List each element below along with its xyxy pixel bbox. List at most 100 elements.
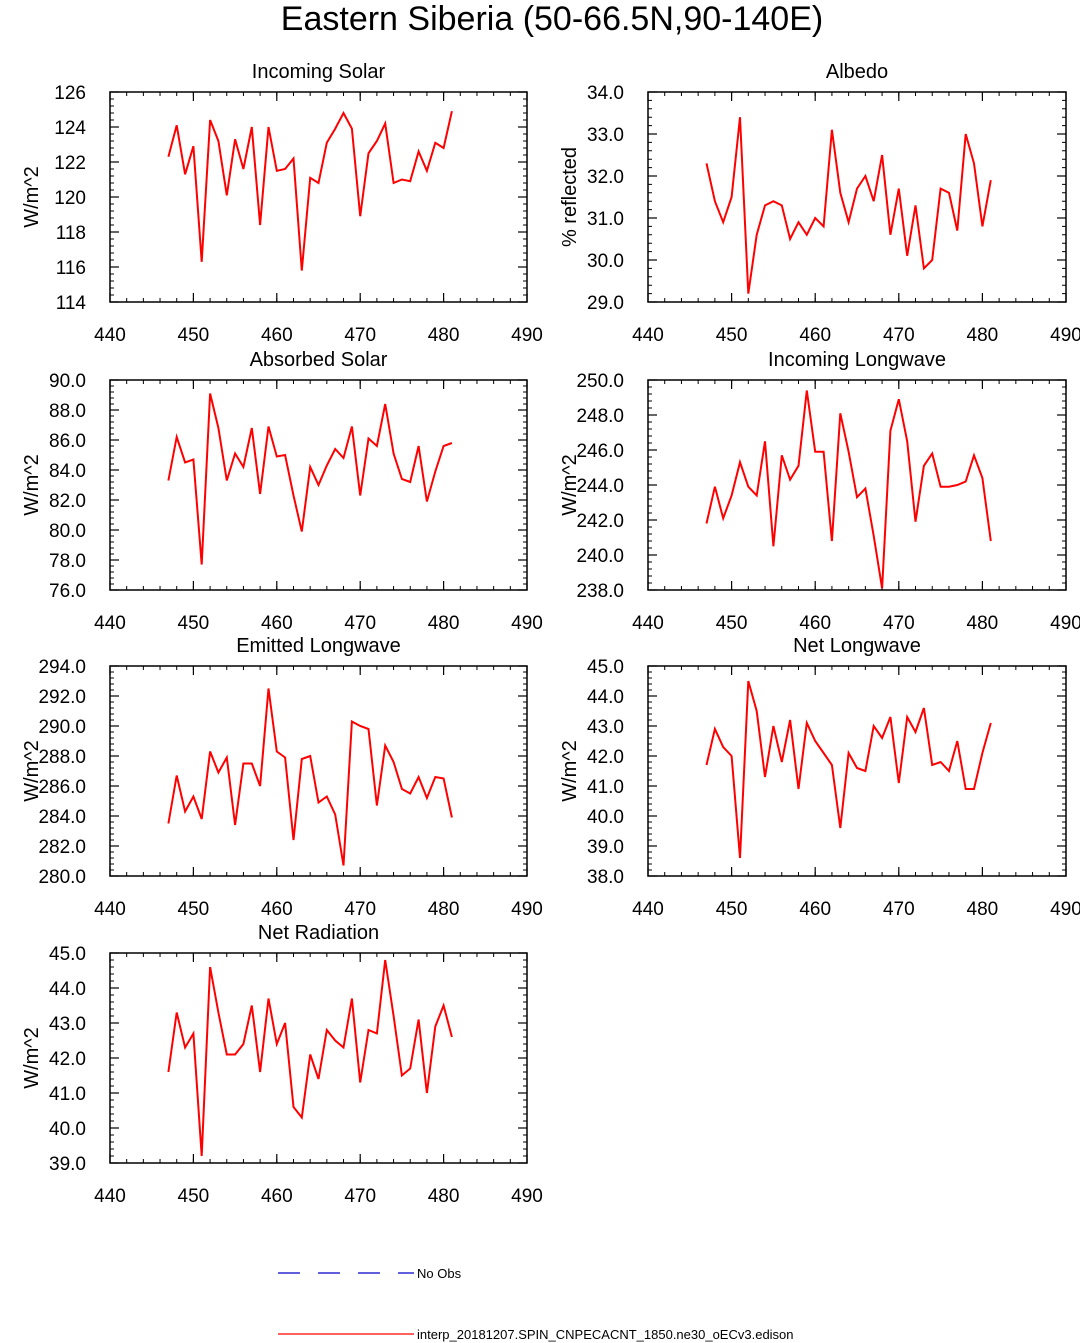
series-line-absorbed-solar xyxy=(167,393,453,565)
y-tick-label-emitted-longwave: 288.0 xyxy=(38,747,86,768)
minor-ticks-net-longwave xyxy=(647,665,1067,877)
x-tick-label-net-radiation: 490 xyxy=(511,1186,543,1207)
y-tick-label-incoming-longwave: 238.0 xyxy=(576,581,624,602)
y-tick-label-incoming-longwave: 244.0 xyxy=(576,476,624,497)
minor-ticks-incoming-solar xyxy=(109,91,528,303)
x-tick-label-absorbed-solar: 460 xyxy=(261,613,293,634)
legend: No Obs interp_20181207.SPIN_CNPECACNT_18… xyxy=(278,1266,794,1342)
x-tick-label-absorbed-solar: 440 xyxy=(94,613,126,634)
page-title: Eastern Siberia (50-66.5N,90-140E) xyxy=(281,0,823,38)
x-tick-label-emitted-longwave: 470 xyxy=(344,899,376,920)
y-tick-label-albedo: 30.0 xyxy=(587,251,624,272)
x-tick-label-incoming-longwave: 470 xyxy=(883,613,915,634)
x-tick-label-net-longwave: 450 xyxy=(716,899,748,920)
panel-title-net-radiation: Net Radiation xyxy=(258,922,379,944)
plot-frame-net-longwave xyxy=(647,665,1067,877)
x-tick-label-incoming-solar: 440 xyxy=(94,325,126,346)
y-tick-label-net-radiation: 45.0 xyxy=(49,944,86,965)
y-tick-label-net-longwave: 42.0 xyxy=(587,747,624,768)
y-tick-label-incoming-longwave: 250.0 xyxy=(576,371,624,392)
x-tick-label-incoming-solar: 450 xyxy=(178,325,210,346)
y-tick-label-emitted-longwave: 284.0 xyxy=(38,807,86,828)
plot-frame-incoming-longwave xyxy=(647,379,1067,591)
y-tick-label-incoming-longwave: 248.0 xyxy=(576,406,624,427)
x-tick-label-emitted-longwave: 490 xyxy=(511,899,543,920)
panel-incoming-longwave: Incoming Longwave W/m^2 440 450 460 470 480 490… xyxy=(559,349,1080,634)
x-tick-label-net-radiation: 470 xyxy=(344,1186,376,1207)
panel-title-incoming-solar: Incoming Solar xyxy=(252,61,386,83)
y-tick-label-absorbed-solar: 80.0 xyxy=(49,521,86,542)
y-tick-label-incoming-solar: 120 xyxy=(54,188,86,209)
y-tick-label-incoming-solar: 114 xyxy=(56,293,87,314)
y-tick-label-net-longwave: 40.0 xyxy=(587,807,624,828)
y-axis-label-incoming-solar: W/m^2 xyxy=(21,166,43,228)
y-tick-label-emitted-longwave: 282.0 xyxy=(38,837,86,858)
plot-frame-net-radiation xyxy=(109,952,528,1164)
x-tick-label-albedo: 440 xyxy=(632,325,664,346)
y-tick-label-emitted-longwave: 280.0 xyxy=(38,867,86,888)
y-tick-label-absorbed-solar: 90.0 xyxy=(49,371,86,392)
y-tick-label-incoming-longwave: 242.0 xyxy=(576,511,624,532)
y-axis-label-emitted-longwave: W/m^2 xyxy=(21,740,43,802)
panel-title-emitted-longwave: Emitted Longwave xyxy=(236,635,401,657)
y-tick-label-absorbed-solar: 82.0 xyxy=(49,491,86,512)
panel-absorbed-solar: Absorbed Solar W/m^2 440 450 460 470 480 490 76.… xyxy=(21,349,543,634)
x-tick-label-emitted-longwave: 460 xyxy=(261,899,293,920)
y-tick-label-net-radiation: 44.0 xyxy=(49,979,86,1000)
y-tick-label-incoming-longwave: 240.0 xyxy=(576,546,624,567)
x-tick-label-net-longwave: 470 xyxy=(883,899,915,920)
panel-title-incoming-longwave: Incoming Longwave xyxy=(768,349,946,371)
x-tick-label-incoming-longwave: 480 xyxy=(967,613,999,634)
y-tick-label-albedo: 29.0 xyxy=(587,293,624,314)
y-tick-label-net-longwave: 38.0 xyxy=(587,867,624,888)
x-tick-label-albedo: 490 xyxy=(1050,325,1080,346)
y-tick-label-net-longwave: 39.0 xyxy=(587,837,624,858)
x-tick-label-incoming-longwave: 450 xyxy=(716,613,748,634)
y-axis-label-net-longwave: W/m^2 xyxy=(559,740,581,802)
series-line-albedo xyxy=(705,117,992,294)
y-tick-label-emitted-longwave: 290.0 xyxy=(38,717,86,738)
y-tick-label-absorbed-solar: 78.0 xyxy=(49,551,86,572)
y-tick-label-incoming-solar: 122 xyxy=(54,153,86,174)
y-tick-label-net-radiation: 40.0 xyxy=(49,1119,86,1140)
x-tick-label-absorbed-solar: 470 xyxy=(344,613,376,634)
panel-net-radiation: Net Radiation W/m^2 440 450 460 470 480 490 39.0… xyxy=(21,922,543,1207)
series-line-emitted-longwave xyxy=(167,688,453,866)
x-tick-label-incoming-solar: 470 xyxy=(344,325,376,346)
y-tick-label-absorbed-solar: 76.0 xyxy=(49,581,86,602)
y-tick-label-albedo: 34.0 xyxy=(587,83,624,104)
x-tick-label-incoming-longwave: 460 xyxy=(799,613,831,634)
plot-frame-incoming-solar xyxy=(109,91,528,303)
legend-obs-label: No Obs xyxy=(417,1266,462,1281)
y-tick-label-net-radiation: 39.0 xyxy=(49,1154,86,1175)
x-tick-label-absorbed-solar: 450 xyxy=(178,613,210,634)
y-tick-label-incoming-longwave: 246.0 xyxy=(576,441,624,462)
minor-ticks-incoming-longwave xyxy=(647,379,1067,591)
series-line-net-radiation xyxy=(167,959,453,1157)
panel-title-net-longwave: Net Longwave xyxy=(793,635,921,657)
y-tick-label-net-radiation: 43.0 xyxy=(49,1014,86,1035)
plot-frame-absorbed-solar xyxy=(109,379,528,591)
y-tick-label-albedo: 31.0 xyxy=(587,209,624,230)
y-tick-label-albedo: 33.0 xyxy=(587,125,624,146)
x-tick-label-net-radiation: 480 xyxy=(428,1186,460,1207)
x-tick-label-net-longwave: 440 xyxy=(632,899,664,920)
minor-ticks-albedo xyxy=(647,91,1067,303)
x-tick-label-absorbed-solar: 480 xyxy=(428,613,460,634)
y-tick-label-incoming-solar: 116 xyxy=(56,258,86,279)
y-tick-label-net-radiation: 42.0 xyxy=(49,1049,86,1070)
x-tick-label-albedo: 450 xyxy=(716,325,748,346)
series-line-incoming-solar xyxy=(167,110,453,271)
panel-title-absorbed-solar: Absorbed Solar xyxy=(250,349,388,371)
minor-ticks-net-radiation xyxy=(109,952,528,1164)
plot-frame-albedo xyxy=(647,91,1067,303)
panel-incoming-solar: Incoming Solar W/m^2 440 450 460 470 480 490 114… xyxy=(21,61,543,346)
y-tick-label-absorbed-solar: 88.0 xyxy=(49,401,86,422)
minor-ticks-emitted-longwave xyxy=(109,665,528,877)
plot-frame-emitted-longwave xyxy=(109,665,528,877)
y-tick-label-albedo: 32.0 xyxy=(587,167,624,188)
series-line-incoming-longwave xyxy=(705,390,992,589)
x-tick-label-emitted-longwave: 450 xyxy=(178,899,210,920)
x-tick-label-incoming-solar: 480 xyxy=(428,325,460,346)
